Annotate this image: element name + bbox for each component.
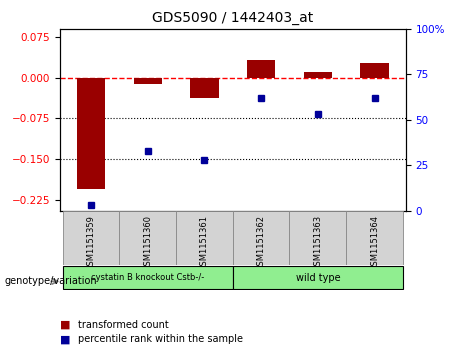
Text: GSM1151363: GSM1151363 [313, 215, 322, 271]
Text: GSM1151364: GSM1151364 [370, 215, 379, 271]
Text: genotype/variation: genotype/variation [5, 276, 97, 286]
Text: ■: ■ [60, 334, 71, 344]
Bar [134, 78, 162, 84]
Bar [233, 266, 403, 289]
Bar [346, 211, 403, 265]
Bar [119, 211, 176, 265]
Bar [361, 63, 389, 78]
Bar [63, 211, 119, 265]
Bar [77, 78, 105, 189]
Text: ■: ■ [60, 320, 71, 330]
Text: transformed count: transformed count [78, 320, 169, 330]
Text: cystatin B knockout Cstb-/-: cystatin B knockout Cstb-/- [91, 273, 204, 282]
Bar [304, 72, 332, 78]
Title: GDS5090 / 1442403_at: GDS5090 / 1442403_at [152, 11, 313, 25]
Text: wild type: wild type [296, 273, 340, 283]
Text: GSM1151359: GSM1151359 [87, 215, 95, 271]
Text: GSM1151362: GSM1151362 [257, 215, 266, 271]
Bar [176, 211, 233, 265]
Text: GSM1151361: GSM1151361 [200, 215, 209, 271]
Bar [247, 60, 275, 78]
Bar [233, 211, 290, 265]
Bar [190, 78, 219, 98]
Text: percentile rank within the sample: percentile rank within the sample [78, 334, 243, 344]
Bar [290, 211, 346, 265]
Bar [63, 266, 233, 289]
Text: GSM1151360: GSM1151360 [143, 215, 152, 271]
